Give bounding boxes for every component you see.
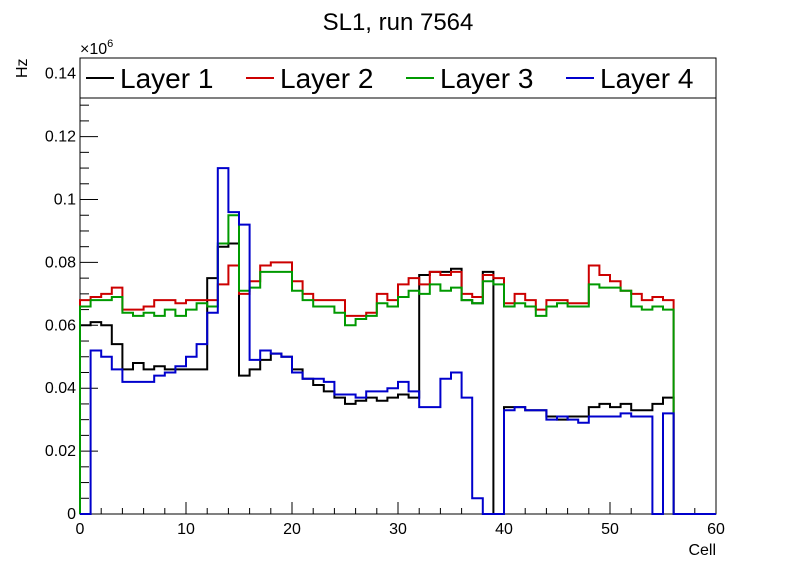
x-tick-label: 40: [495, 521, 513, 538]
y-tick-label: 0.1: [54, 192, 76, 209]
y-tick-label: 0.02: [45, 443, 76, 460]
x-tick-label: 10: [177, 521, 195, 538]
x-axis-label: Cell: [688, 542, 716, 559]
axes: 0 10 20 30 40 50 60 0 0.02 0.04 0.06 0.08 0.1 0.12 0.1…: [45, 57, 725, 538]
y-tick-label: 0.06: [45, 317, 76, 334]
legend-entry: Layer 2: [280, 63, 373, 94]
legend: Layer 1 Layer 2 Layer 3 Layer 4: [79, 57, 717, 99]
y-exponent-base: ×10: [80, 41, 107, 58]
y-exponent-power: 6: [107, 38, 113, 50]
x-tick-label: 50: [601, 521, 619, 538]
legend-entry: Layer 1: [120, 63, 213, 94]
y-axis-label: Hz: [14, 58, 31, 78]
y-exponent-label: ×106: [80, 38, 113, 58]
x-tick-label: 20: [283, 521, 301, 538]
y-tick-label: 0.04: [45, 380, 76, 397]
legend-entry: Layer 3: [440, 63, 533, 94]
series-line-layer-1: [79, 242, 716, 515]
y-tick-label: 0.12: [45, 129, 76, 146]
legend-box: [79, 57, 717, 99]
x-tick-label: 60: [707, 521, 725, 538]
legend-entry: Layer 4: [600, 63, 693, 94]
y-tick-label: 0.14: [45, 66, 76, 83]
chart-title: SL1, run 7564: [323, 9, 474, 36]
y-tick-label: 0.08: [45, 254, 76, 271]
series-layer: [79, 167, 716, 515]
series-line-layer-4: [80, 167, 716, 515]
y-tick-label: 0: [67, 506, 76, 523]
x-tick-label: 0: [76, 521, 85, 538]
x-tick-label: 30: [389, 521, 407, 538]
series-line-layer-3: [79, 214, 716, 515]
